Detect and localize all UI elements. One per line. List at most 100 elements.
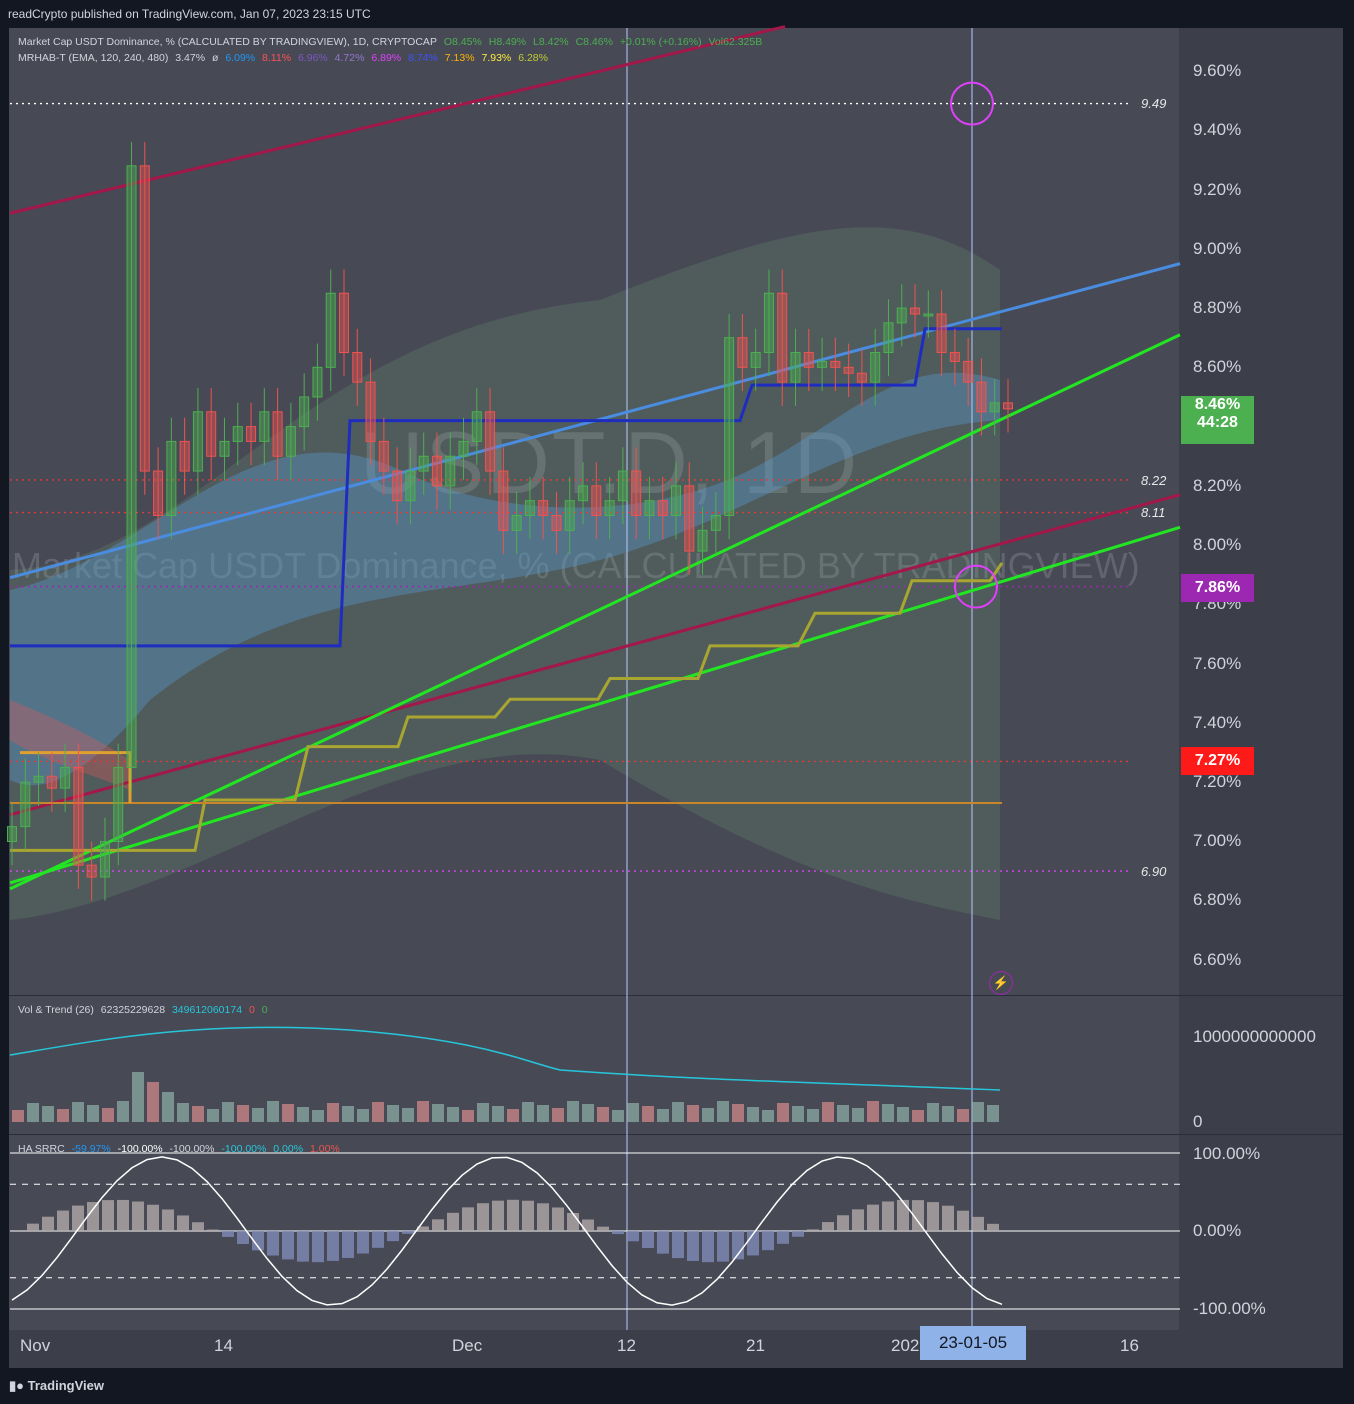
y-tick: 9.60% [1193,61,1242,80]
candle-body [365,381,376,442]
volume-bar [927,1103,939,1122]
pane-separator[interactable] [9,1134,1343,1135]
osc-histogram-bar [642,1231,654,1248]
osc-histogram-bar [117,1199,129,1231]
osc-histogram-bar [147,1204,159,1231]
candle-body [763,292,774,354]
volume-bar [987,1105,999,1122]
tradingview-logo[interactable]: ▮● TradingView [9,1378,104,1394]
brand-name: TradingView [27,1378,104,1393]
osc-histogram-bar [912,1200,924,1231]
volume-bar [102,1108,114,1122]
osc-tick: 0.00% [1193,1221,1242,1240]
candle-body [46,775,57,789]
osc-histogram-bar [987,1223,999,1231]
indicator-legend[interactable]: MRHAB-T (EMA, 120, 240, 480) 3.47% ø 6.0… [18,52,552,64]
main-pane[interactable] [9,28,1179,995]
candle-body [883,322,894,354]
pane-separator[interactable] [9,995,1343,996]
candle-body [219,440,230,457]
candle-body [511,515,522,531]
volume-bar [702,1108,714,1122]
osc-histogram-bar [432,1219,444,1231]
osc-legend[interactable]: HA SRRC -59.97% -100.00% -100.00% -100.0… [18,1143,344,1155]
candle-body [817,360,828,368]
osc-histogram-bar [87,1202,99,1231]
volume-bar [297,1107,309,1122]
lightning-icon[interactable]: ⚡ [989,971,1013,995]
volume-legend[interactable]: Vol & Trend (26) 62325229628 34961206017… [18,1004,272,1016]
last-price-tag[interactable]: 8.46% 44:28 [1181,396,1254,444]
volume-bar [912,1110,924,1122]
candle-body [139,165,150,472]
volume-bar [327,1103,339,1122]
osc-histogram-bar [807,1229,819,1231]
candle-body [33,775,44,783]
volume-bar [492,1106,504,1122]
volume-bar [672,1102,684,1122]
osc-histogram-bar [672,1231,684,1259]
osc-histogram-bar [162,1209,174,1231]
red-level-tag[interactable]: 7.27% [1181,747,1254,775]
candle-body [910,307,921,315]
candle-body [285,426,296,457]
oscillator-pane[interactable] [9,1135,1179,1330]
osc-tick: -100.00% [1193,1299,1266,1318]
price-axis[interactable] [1180,28,1343,1330]
ind-val: 6.89% [371,52,402,64]
volume-bar [582,1104,594,1122]
osc-histogram-bar [132,1201,144,1231]
osc-histogram-bar [852,1209,864,1231]
volume-bar [147,1082,159,1122]
osc-val: -100.00% [221,1143,267,1155]
candle-body [259,411,270,442]
candle-body [113,766,124,842]
candle-body [617,470,628,502]
level-label: 6.90 [1141,864,1167,879]
main-legend[interactable]: Market Cap USDT Dominance, % (CALCULATED… [18,36,766,48]
osc-val: -59.97% [71,1143,111,1155]
volume-bar [117,1101,129,1122]
volume-bar [372,1102,384,1122]
volume-bar [177,1103,189,1122]
candle-body [206,411,217,457]
indicator-name: MRHAB-T (EMA, 120, 240, 480) [18,52,169,64]
publish-header: readCrypto published on TradingView.com,… [8,7,371,21]
bar-countdown: 44:28 [1197,414,1238,431]
candle-body [976,381,987,413]
volume-bar [507,1109,519,1122]
x-tick: 16 [1120,1336,1139,1355]
volume-bar [432,1104,444,1122]
volume-trend-line [9,1026,1001,1091]
crosshair-date-label: 23-01-05 [920,1326,1026,1360]
candle-body [657,500,668,516]
osc-histogram-bar [657,1231,669,1254]
osc-histogram-bar [897,1199,909,1231]
osc-histogram-bar [882,1201,894,1231]
volume-bar [477,1103,489,1122]
candle-body [564,500,575,531]
osc-val: 1.00% [309,1143,340,1155]
candle-body [325,292,336,368]
last-price: 8.46% [1194,396,1241,413]
candle-body [803,352,814,368]
osc-line [11,1156,1003,1306]
volume-bar [222,1102,234,1122]
level-label: 8.11 [1141,505,1166,520]
osc-histogram-bar [327,1231,339,1261]
y-tick: 7.00% [1193,831,1242,850]
purple-level-tag[interactable]: 7.86% [1181,574,1254,602]
step-line-blue [10,327,1002,648]
vol-value: 349612060174 [171,1004,243,1016]
candle-body [737,337,748,368]
vol-value: 0 [248,1004,255,1016]
osc-histogram-bar [357,1231,369,1254]
candle-body [153,470,164,516]
candle-body [445,455,456,487]
osc-histogram-bar [687,1231,699,1261]
watermark-description: Market Cap USDT Dominance, % (CALCULATED… [12,545,1140,586]
y-tick: 9.20% [1193,180,1242,199]
candle-body [126,165,137,768]
volume-bar [237,1105,249,1122]
legend-change: +0.01% (+0.16%) [619,36,702,48]
